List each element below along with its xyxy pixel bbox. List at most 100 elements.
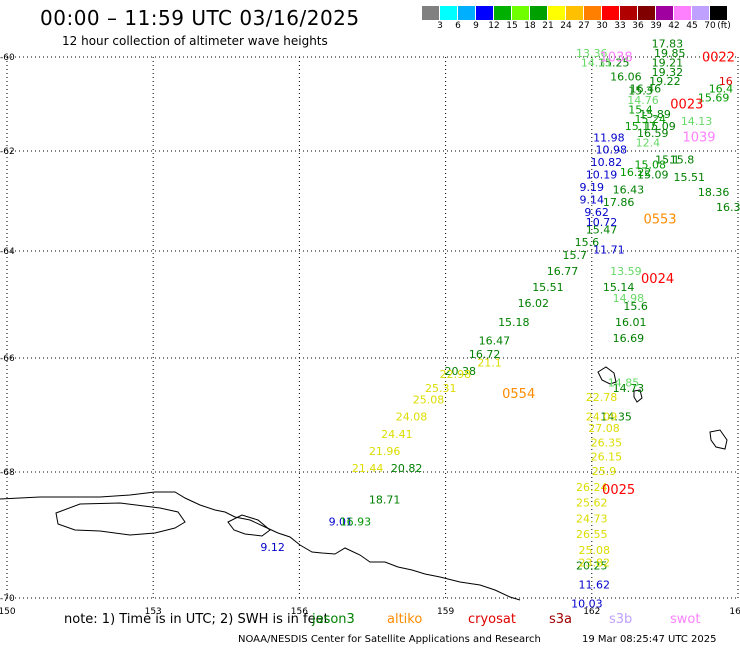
swh-value-label: 10.98 xyxy=(596,144,628,157)
swh-value-label: 15.47 xyxy=(586,224,618,237)
swh-value-label: 26.24 xyxy=(576,481,608,494)
x-tick-label: 162 xyxy=(583,607,600,617)
swh-value-label: 15.17 xyxy=(625,120,657,133)
swh-value-label: 10.72 xyxy=(586,216,618,229)
swh-value-label: 16.01 xyxy=(615,316,647,329)
swh-value-label: 16.4 xyxy=(709,82,734,95)
swh-value-label: 14.98 xyxy=(613,292,645,305)
swh-value-label: 25.31 xyxy=(425,382,457,395)
pass-time-label: 1039 xyxy=(682,131,715,146)
coastline xyxy=(0,366,728,601)
colorbar-tick-label: 45 xyxy=(686,21,698,31)
colorbar-swatch xyxy=(710,6,728,20)
y-tick-label: -62 xyxy=(0,147,15,157)
swh-value-label: 16.46 xyxy=(630,82,662,95)
colorbar-tick-label: 36 xyxy=(632,21,644,31)
swh-value-label: 9.19 xyxy=(580,181,605,194)
pass-time-label: 0022 xyxy=(702,51,735,66)
swh-value-label: 24.08 xyxy=(396,411,428,424)
swh-value-label: 21.96 xyxy=(369,445,401,458)
x-tick-label: 159 xyxy=(437,607,454,617)
colorbar-tick-label: 30 xyxy=(596,21,608,31)
island-3 xyxy=(709,429,728,450)
swh-value-label: 16.02 xyxy=(518,297,550,310)
swh-value-label: 17.86 xyxy=(603,196,635,209)
swh-value-label: 13.59 xyxy=(610,265,642,278)
swh-value-label: 16.93 xyxy=(340,516,372,529)
x-tick-label: 150 xyxy=(0,607,16,617)
peninsula-outline xyxy=(55,502,186,536)
swh-value-label: 27.08 xyxy=(588,422,620,435)
swh-value-label: 13.36 xyxy=(576,47,608,60)
swh-value-label: 19.22 xyxy=(649,75,681,88)
swh-value-label: 18.71 xyxy=(369,494,401,507)
swh-value-label: 9.12 xyxy=(260,541,285,554)
swh-value-label: 16.3 xyxy=(716,201,740,214)
pass-time-label: 0553 xyxy=(643,213,676,228)
y-tick-label: -64 xyxy=(0,247,15,257)
swh-value-label: 24.09 xyxy=(586,411,618,424)
colorbar-swatch xyxy=(602,6,620,20)
colorbar-swatch xyxy=(548,6,566,20)
colorbar-swatch xyxy=(566,6,584,20)
colorbar-tick-label: 21 xyxy=(542,21,554,31)
swh-value-label: 15.09 xyxy=(637,169,669,182)
swh-value-label: 15.3 xyxy=(628,85,653,98)
island-2 xyxy=(633,389,643,403)
swh-value-label: 9.01 xyxy=(329,516,354,529)
swh-value-label: 11.62 xyxy=(578,579,610,592)
colorbar-swatch xyxy=(656,6,674,20)
y-tick-label: -60 xyxy=(0,53,15,63)
swh-value-label: 25.9 xyxy=(592,465,617,478)
swh-value-label: 20.25 xyxy=(576,560,608,573)
swh-value-label: 25.08 xyxy=(413,394,445,407)
swh-value-label: 22.98 xyxy=(440,368,472,381)
legend-cryosat: cryosat xyxy=(468,612,516,627)
colorbar-tick-label: 15 xyxy=(506,21,518,31)
swh-value-label: 10.03 xyxy=(571,597,603,610)
swh-value-label: 10.19 xyxy=(586,169,618,182)
swh-value-label: 24.41 xyxy=(381,428,413,441)
swh-value-label: 16.43 xyxy=(613,184,645,197)
swh-value-label: 15.7 xyxy=(562,249,587,262)
swh-value-label: 16.59 xyxy=(637,127,669,140)
colorbar-tick-label: 27 xyxy=(578,21,590,31)
legend-swot: swot xyxy=(670,612,701,627)
colorbar-tick-label: 70 xyxy=(704,21,716,31)
swh-value-label: 15.8 xyxy=(670,154,695,167)
grid-lines xyxy=(6,56,739,600)
colorbar-swatch xyxy=(440,6,458,20)
x-tick-label: 156 xyxy=(291,607,308,617)
colorbar-swatch xyxy=(674,6,692,20)
swh-value-label: 15.09 xyxy=(644,120,676,133)
swh-value-label: 21.1 xyxy=(477,357,502,370)
legend-altiko: altiko xyxy=(387,612,423,627)
colorbar-tick-label: 18 xyxy=(524,21,536,31)
pass-time-label: 0024 xyxy=(641,272,674,287)
swh-value-label: 9.62 xyxy=(584,206,609,219)
swh-value-label: 10.82 xyxy=(591,156,623,169)
pass-time-label: 0025 xyxy=(602,483,635,498)
colorbar-swatch xyxy=(494,6,512,20)
y-tick-label: -68 xyxy=(0,468,15,478)
swh-value-label: 19.21 xyxy=(652,56,684,69)
swh-value-label: 26.15 xyxy=(591,451,623,464)
swh-value-label: 26.35 xyxy=(591,436,623,449)
swh-value-label: 20.82 xyxy=(391,462,423,475)
colorbar-swatch xyxy=(422,6,440,20)
inlet-outline xyxy=(227,514,271,537)
y-tick-label: -70 xyxy=(0,594,15,604)
x-tick-label: 165 xyxy=(729,607,740,617)
colorbar-tick-label: 9 xyxy=(473,21,479,31)
pass-time-label: 0023 xyxy=(670,98,703,113)
legend-jason3: jason3 xyxy=(312,612,355,627)
swh-value-label: 19.32 xyxy=(652,66,684,79)
footer-note: note: 1) Time is in UTC; 2) SWH is in fe… xyxy=(64,612,329,627)
swh-value-label: 16.22 xyxy=(620,166,652,179)
colorbar-swatch xyxy=(476,6,494,20)
swh-value-label: 14.76 xyxy=(627,94,659,107)
colorbar-tick-label: 3 xyxy=(437,21,443,31)
colorbar-tick-label: 12 xyxy=(488,21,500,31)
